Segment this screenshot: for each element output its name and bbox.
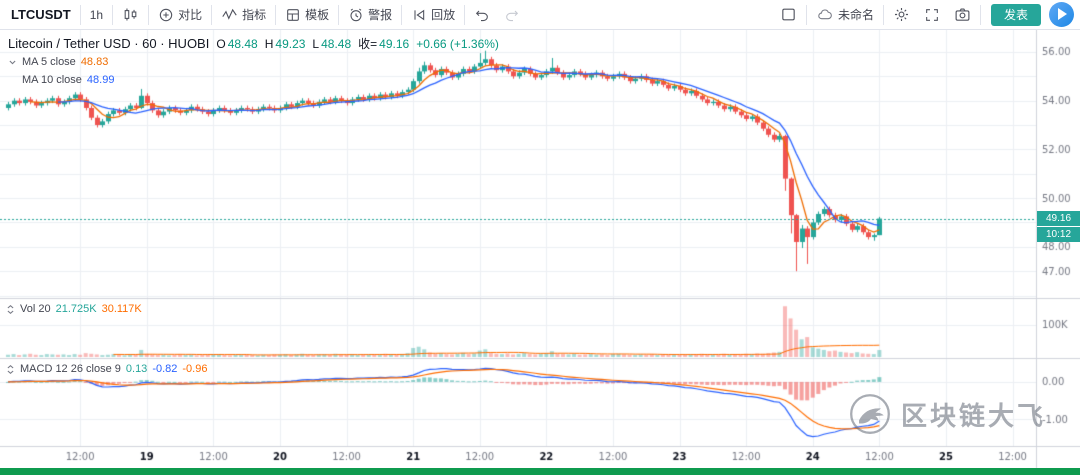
layout-name-label: 未命名 bbox=[837, 8, 874, 22]
replay-button[interactable]: 回放 bbox=[404, 1, 462, 29]
macd-legend[interactable]: MACD 12 26 close 9 0.13 -0.82 -0.96 bbox=[6, 361, 207, 377]
replay-icon bbox=[414, 9, 425, 20]
layout-square-icon bbox=[782, 8, 795, 21]
redo-arrow-icon bbox=[506, 10, 519, 21]
templates-label: 模板 bbox=[305, 8, 330, 22]
toolbar-separator bbox=[148, 4, 150, 25]
ma10-legend[interactable]: MA 10 close 48.99 bbox=[8, 72, 114, 88]
macd-hist-value: 0.13 bbox=[125, 363, 148, 375]
ma5-label: MA 5 close bbox=[22, 56, 76, 68]
play-icon bbox=[1058, 8, 1067, 20]
cloud-save-button[interactable]: 未命名 bbox=[809, 1, 881, 29]
low-label: L bbox=[312, 37, 320, 51]
toolbar-separator bbox=[464, 4, 466, 25]
bird-logo-icon bbox=[850, 394, 890, 434]
candlestick-style-icon bbox=[124, 8, 137, 21]
channel-watermark: 区块链大飞 bbox=[848, 392, 1046, 436]
cloud-icon bbox=[818, 8, 832, 19]
camera-icon bbox=[955, 8, 970, 21]
replay-label: 回放 bbox=[431, 8, 456, 22]
toolbar-separator bbox=[338, 4, 340, 25]
alerts-button[interactable]: 警报 bbox=[341, 1, 399, 29]
indicators-label: 指标 bbox=[242, 8, 267, 22]
volume-legend[interactable]: Vol 20 21.725K 30.117K bbox=[6, 301, 142, 317]
toolbar-separator bbox=[805, 4, 807, 25]
plus-circle-icon bbox=[159, 8, 173, 21]
screenshot-button[interactable] bbox=[947, 1, 978, 29]
volume-label: Vol 20 bbox=[20, 303, 51, 315]
toolbar-separator bbox=[979, 4, 981, 25]
top-toolbar: LTCUSDT 1h 对比 指标 模板 警报 回放 bbox=[0, 0, 1080, 30]
bar-countdown-badge: 10:12 bbox=[1037, 227, 1080, 242]
ma10-label: MA 10 close bbox=[22, 74, 82, 86]
low-value: 48.48 bbox=[321, 37, 352, 51]
toolbar-separator bbox=[401, 4, 403, 25]
watermark-text: 区块链大飞 bbox=[901, 400, 1047, 431]
open-value: 48.48 bbox=[227, 37, 258, 51]
compare-label: 对比 bbox=[178, 8, 203, 22]
high-label: H bbox=[264, 37, 274, 51]
open-label: O bbox=[216, 37, 226, 51]
chevron-down-icon bbox=[9, 60, 16, 64]
last-price-badge: 49.16 bbox=[1037, 211, 1080, 226]
volume-ma-value: 30.117K bbox=[101, 303, 142, 315]
compare-button[interactable]: 对比 bbox=[151, 1, 209, 29]
indicators-button[interactable]: 指标 bbox=[214, 1, 273, 29]
pane-collapse-icon[interactable] bbox=[6, 364, 15, 375]
toolbar-separator bbox=[79, 4, 81, 25]
chart-header[interactable]: Litecoin / Tether USD · 60 · HUOBI O 48.4… bbox=[8, 35, 504, 52]
toolbar-separator bbox=[275, 4, 277, 25]
change-value: +0.66 (+1.36%) bbox=[416, 37, 499, 51]
macd-label: MACD 12 26 close 9 bbox=[20, 363, 121, 375]
macd-line-value: -0.82 bbox=[152, 363, 178, 375]
symbol-button[interactable]: LTCUSDT bbox=[4, 1, 78, 29]
bottom-green-bar bbox=[0, 468, 1080, 475]
volume-value: 21.725K bbox=[55, 303, 97, 315]
chart-style-button[interactable] bbox=[115, 1, 146, 29]
toolbar-separator bbox=[211, 4, 213, 25]
high-value: 49.23 bbox=[275, 37, 306, 51]
fullscreen-button[interactable] bbox=[917, 1, 947, 29]
indicator-wave-icon bbox=[222, 8, 237, 20]
gear-icon bbox=[894, 7, 909, 22]
redo-button[interactable] bbox=[497, 1, 527, 29]
toolbar-separator bbox=[882, 4, 884, 25]
macd-signal-value: -0.96 bbox=[182, 363, 208, 375]
pane-collapse-icon[interactable] bbox=[6, 304, 15, 315]
settings-button[interactable] bbox=[886, 1, 917, 29]
chart-area: Litecoin / Tether USD · 60 · HUOBI O 48.4… bbox=[0, 30, 1080, 475]
close-label: 收= bbox=[358, 37, 378, 51]
close-value: 49.16 bbox=[379, 37, 410, 51]
ma10-value: 48.99 bbox=[86, 74, 115, 86]
template-grid-icon bbox=[287, 8, 299, 21]
templates-button[interactable]: 模板 bbox=[278, 1, 336, 29]
time-axis[interactable] bbox=[0, 446, 1036, 468]
interval-button[interactable]: 1h bbox=[83, 1, 110, 29]
alarm-clock-icon bbox=[350, 8, 362, 21]
undo-button[interactable] bbox=[467, 1, 497, 29]
main-chart-canvas[interactable] bbox=[0, 30, 1080, 475]
ohlc-readout: O 48.48 H 49.23 L 48.48 收= 49.16 +0.66 (+1.3… bbox=[216, 35, 504, 52]
undo-arrow-icon bbox=[476, 10, 489, 21]
layout-button[interactable] bbox=[773, 1, 804, 29]
publish-button[interactable]: 发表 bbox=[990, 3, 1041, 26]
alerts-label: 警报 bbox=[368, 8, 393, 22]
play-button[interactable] bbox=[1049, 2, 1074, 27]
toolbar-separator bbox=[112, 4, 114, 25]
fullscreen-icon bbox=[926, 8, 938, 21]
ma5-legend[interactable]: MA 5 close 48.83 bbox=[8, 54, 108, 70]
ma5-value: 48.83 bbox=[80, 56, 109, 68]
symbol-title: Litecoin / Tether USD · 60 · HUOBI bbox=[8, 36, 210, 51]
